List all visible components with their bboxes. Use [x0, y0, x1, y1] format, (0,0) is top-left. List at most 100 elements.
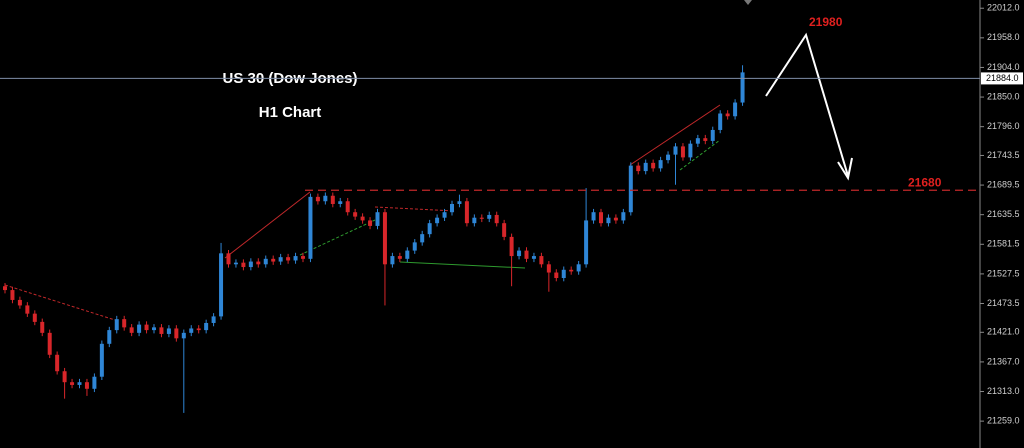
candle-body [718, 113, 723, 130]
y-tick-label: 21473.5 [987, 298, 1020, 308]
candle-body [651, 162, 656, 169]
y-tick-label: 22012.0 [987, 3, 1020, 13]
candle-body [472, 217, 477, 224]
candle-body [114, 319, 119, 331]
candle-body [554, 272, 559, 279]
candle-body [40, 321, 45, 333]
candle-body [569, 269, 574, 272]
candle-body [666, 154, 671, 161]
candle-body [137, 324, 142, 333]
candle-body [524, 250, 529, 259]
arrow-head [837, 157, 853, 181]
candle-body [55, 354, 60, 372]
shift-marker [744, 0, 752, 5]
candle-body [278, 257, 283, 262]
candle-body [330, 195, 335, 204]
candle-body [301, 256, 305, 259]
candle-body [710, 129, 715, 141]
trend-line [374, 206, 456, 212]
y-tick-label: 21689.5 [987, 179, 1020, 189]
candle-body [628, 165, 633, 213]
candle-body [219, 253, 224, 317]
candle-body [695, 138, 700, 144]
candle-body [584, 220, 589, 265]
candle-body [196, 328, 201, 331]
candle-body [539, 256, 544, 265]
candle-body [241, 262, 246, 268]
y-tick-label: 21635.5 [987, 209, 1020, 219]
candle-body [576, 264, 581, 272]
candle-body [599, 212, 603, 224]
candle-body [338, 201, 343, 204]
candle-body [271, 258, 276, 262]
candle-body [233, 262, 238, 265]
candle-body [703, 138, 708, 141]
forecast-arrow [765, 32, 853, 181]
candles [3, 65, 745, 413]
candle-body [382, 212, 387, 265]
candle-body [77, 382, 82, 385]
candle-body [159, 327, 164, 334]
y-tick-label: 21743.5 [987, 150, 1020, 160]
candle-body [487, 214, 492, 219]
y-tick-label: 21313.0 [987, 386, 1020, 396]
trend-line [629, 104, 721, 166]
current-price-box [981, 72, 1023, 85]
candle-body [457, 201, 462, 204]
candle-body [405, 250, 410, 259]
arrow-path [765, 32, 849, 177]
candle-body [17, 299, 22, 306]
candle-body [144, 324, 149, 331]
candle-body [32, 313, 37, 322]
candle-body [360, 216, 365, 221]
candle-body [211, 316, 216, 323]
candle-body [3, 286, 7, 291]
candle-body [286, 257, 291, 261]
candle-body [531, 256, 536, 259]
candle-body [62, 371, 67, 383]
candle-body [442, 212, 447, 218]
candle-body [643, 162, 648, 172]
candle-body [47, 332, 52, 355]
candle-body [412, 242, 417, 251]
candle-body [517, 250, 522, 257]
y-tick-label: 21958.0 [987, 32, 1020, 42]
candle-body [84, 382, 89, 389]
candle-body [181, 332, 186, 339]
candle-body [256, 261, 261, 265]
candle-body [189, 328, 194, 333]
candle-body [494, 214, 499, 224]
candle-body [107, 330, 112, 344]
candle-body [353, 212, 358, 217]
candle-body [435, 217, 440, 224]
trend-line [224, 191, 311, 259]
candle-body [152, 327, 156, 331]
support-label: 21680 [908, 175, 942, 189]
candle-body [509, 236, 514, 257]
candle-body [323, 195, 328, 202]
candle-body [420, 234, 425, 243]
candle-body [122, 319, 127, 328]
trend-line [399, 261, 526, 269]
y-tick-label: 21904.0 [987, 62, 1020, 72]
candle-body [129, 327, 134, 333]
y-tick-label: 21259.0 [987, 416, 1020, 426]
candle-body [10, 290, 15, 300]
y-tick-label: 21527.5 [987, 268, 1020, 278]
y-tick-label: 21421.0 [987, 327, 1020, 337]
candle-body [740, 72, 745, 103]
candle-body [248, 261, 253, 268]
candle-body [680, 146, 685, 158]
candle-body [166, 328, 171, 334]
candle-body [25, 305, 30, 314]
trend-line [679, 139, 721, 171]
candle-body [397, 256, 402, 259]
candle-body [479, 217, 484, 219]
candle-body [345, 201, 350, 213]
candle-body [733, 102, 738, 117]
candle-body [613, 217, 618, 221]
candle-body [636, 165, 641, 172]
chart-subtitle: H1 Chart [259, 104, 322, 121]
candle-body [673, 146, 678, 155]
